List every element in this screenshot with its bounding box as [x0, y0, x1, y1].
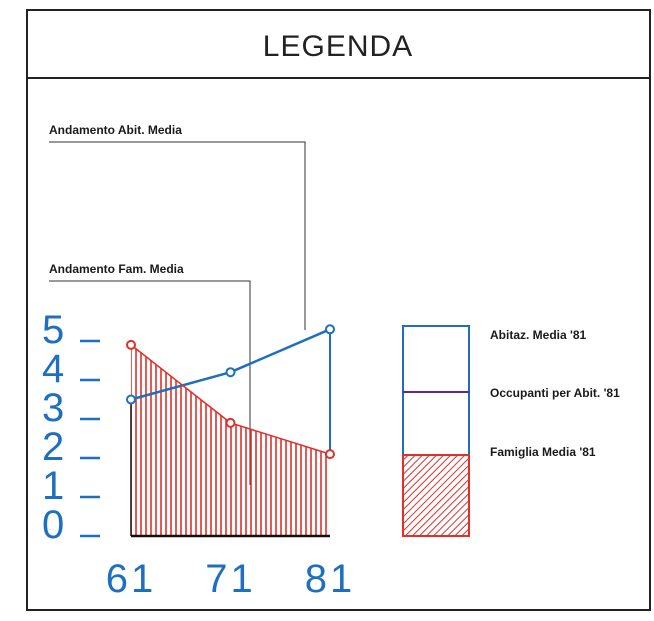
series-group	[126, 324, 335, 460]
y-tick-label: 4	[42, 347, 64, 391]
x-tick-label: 61	[106, 557, 157, 601]
key-bar-famiglia	[402, 454, 470, 537]
y-tick-label: 2	[42, 425, 64, 469]
y-tick-label: 0	[42, 503, 64, 547]
x-tick-label: 71	[205, 557, 256, 601]
legend-title: LEGENDA	[263, 30, 413, 63]
series-point-abit	[126, 394, 136, 405]
series-point-fam	[225, 417, 236, 428]
series-point-fam	[126, 339, 136, 350]
series-point-fam	[325, 449, 335, 460]
fam-area	[131, 344, 330, 536]
series-point-abit	[225, 367, 236, 378]
axes-group	[130, 329, 331, 538]
x-tick-label: 81	[305, 557, 356, 601]
annotation-fam-leader	[49, 280, 251, 485]
y-tick-label: 3	[42, 386, 64, 430]
annotation-abit-leader	[49, 141, 306, 330]
annotation-abit-media: Andamento Abit. Media	[49, 123, 182, 137]
y-tick-label: 5	[42, 308, 64, 352]
series-point-abit	[325, 324, 335, 335]
key-label-famiglia: Famiglia Media '81	[490, 445, 596, 459]
key-label-abitaz: Abitaz. Media '81	[490, 328, 587, 342]
outer-frame	[26, 9, 651, 611]
y-tick-label: 1	[42, 464, 64, 508]
key-label-occupanti: Occupanti per Abit. '81	[490, 386, 620, 400]
annotation-fam-media: Andamento Fam. Media	[49, 262, 184, 276]
fam-area-group	[131, 344, 330, 536]
